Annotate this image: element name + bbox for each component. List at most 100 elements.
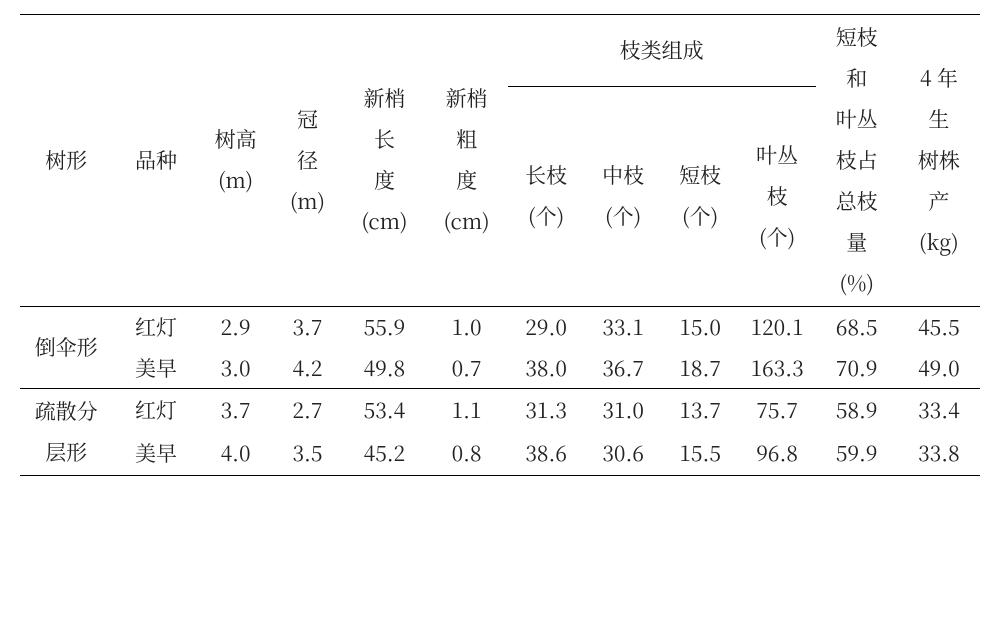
header-pct-l1: 短枝	[816, 17, 898, 58]
cell-value: 45.2	[343, 432, 425, 475]
header-shoot-dia-l3: 度	[426, 160, 508, 201]
header-pct-l7: (%)	[816, 263, 898, 304]
header-long-branch: 长枝 (个)	[508, 87, 585, 307]
header-pct-l5: 总枝	[816, 181, 898, 222]
cell-value: 4.2	[272, 348, 344, 389]
cell-value: 30.6	[585, 432, 662, 475]
header-short-branch: 短枝 (个)	[662, 87, 739, 307]
header-pct-l6: 量	[816, 222, 898, 263]
cell-value: 53.4	[343, 389, 425, 432]
header-crown-l3: (m)	[272, 181, 344, 222]
cell-value: 36.7	[585, 348, 662, 389]
cell-value: 4.0	[200, 432, 272, 475]
header-long-l1: 长枝	[508, 155, 585, 196]
header-branch-group: 枝类组成	[508, 15, 816, 87]
cell-value: 55.9	[343, 306, 425, 347]
cell-value: 33.8	[898, 432, 980, 475]
cell-value: 70.9	[816, 348, 898, 389]
header-crown: 冠 径 (m)	[272, 15, 344, 307]
cell-tree-form-l1: 疏散分	[20, 391, 112, 432]
cell-value: 1.0	[426, 306, 508, 347]
header-pct-l3: 叶丛	[816, 99, 898, 140]
table-row: 疏散分 层形 红灯 3.7 2.7 53.4 1.1 31.3 31.0 13.…	[20, 389, 980, 432]
header-crown-l2: 径	[272, 140, 344, 181]
header-pct-l2: 和	[816, 58, 898, 99]
cell-variety: 美早	[112, 348, 199, 389]
header-yield-l2: 生	[898, 99, 980, 140]
header-short-l2: (个)	[662, 196, 739, 237]
header-cluster-l2: 枝	[739, 176, 816, 217]
cell-value: 1.1	[426, 389, 508, 432]
header-cluster-branch: 叶丛 枝 (个)	[739, 87, 816, 307]
cell-value: 96.8	[739, 432, 816, 475]
cell-value: 38.0	[508, 348, 585, 389]
header-crown-l1: 冠	[272, 99, 344, 140]
cell-value: 58.9	[816, 389, 898, 432]
header-shoot-len-l2: 长	[343, 119, 425, 160]
header-shoot-len-l4: (cm)	[343, 201, 425, 242]
header-cluster-l1: 叶丛	[739, 135, 816, 176]
header-shoot-dia-l4: (cm)	[426, 201, 508, 242]
cell-tree-form: 倒伞形	[20, 306, 112, 389]
header-tree-height: 树高 (m)	[200, 15, 272, 307]
header-pct: 短枝 和 叶丛 枝占 总枝 量 (%)	[816, 15, 898, 307]
table-body: 倒伞形 红灯 2.9 3.7 55.9 1.0 29.0 33.1 15.0 1…	[20, 306, 980, 476]
cell-value: 59.9	[816, 432, 898, 475]
cell-value: 18.7	[662, 348, 739, 389]
cell-value: 120.1	[739, 306, 816, 347]
header-shoot-dia-l1: 新梢	[426, 78, 508, 119]
header-yield: 4 年 生 树株 产 (kg)	[898, 15, 980, 307]
header-shoot-length: 新梢 长 度 (cm)	[343, 15, 425, 307]
cell-value: 3.5	[272, 432, 344, 475]
cell-value: 3.0	[200, 348, 272, 389]
table-row: 美早 4.0 3.5 45.2 0.8 38.6 30.6 15.5 96.8 …	[20, 432, 980, 475]
cell-value: 15.0	[662, 306, 739, 347]
cell-value: 13.7	[662, 389, 739, 432]
cell-value: 0.7	[426, 348, 508, 389]
cell-variety: 红灯	[112, 389, 199, 432]
header-yield-l3: 树株	[898, 140, 980, 181]
cell-variety: 美早	[112, 432, 199, 475]
cell-value: 3.7	[272, 306, 344, 347]
cell-tree-form-l2: 层形	[20, 432, 112, 473]
cell-value: 3.7	[200, 389, 272, 432]
header-yield-l1: 4 年	[898, 58, 980, 99]
header-long-l2: (个)	[508, 196, 585, 237]
header-medium-branch: 中枝 (个)	[585, 87, 662, 307]
cell-value: 75.7	[739, 389, 816, 432]
header-yield-l5: (kg)	[898, 222, 980, 263]
cell-value: 33.4	[898, 389, 980, 432]
cell-value: 68.5	[816, 306, 898, 347]
table-row: 倒伞形 红灯 2.9 3.7 55.9 1.0 29.0 33.1 15.0 1…	[20, 306, 980, 347]
header-pct-l4: 枝占	[816, 140, 898, 181]
header-tree-height-l2: (m)	[200, 160, 272, 201]
data-table: 树形 品种 树高 (m) 冠 径 (m) 新梢 长 度 (cm) 新梢 粗 度 …	[20, 14, 980, 476]
cell-value: 38.6	[508, 432, 585, 475]
header-yield-l4: 产	[898, 181, 980, 222]
cell-value: 2.7	[272, 389, 344, 432]
header-med-l1: 中枝	[585, 155, 662, 196]
header-cluster-l3: (个)	[739, 217, 816, 258]
header-short-l1: 短枝	[662, 155, 739, 196]
cell-value: 15.5	[662, 432, 739, 475]
cell-value: 163.3	[739, 348, 816, 389]
cell-value: 49.0	[898, 348, 980, 389]
header-variety: 品种	[112, 15, 199, 307]
header-shoot-dia-l2: 粗	[426, 119, 508, 160]
cell-tree-form: 疏散分 层形	[20, 389, 112, 476]
cell-variety: 红灯	[112, 306, 199, 347]
header-shoot-diameter: 新梢 粗 度 (cm)	[426, 15, 508, 307]
header-shoot-len-l3: 度	[343, 160, 425, 201]
table-container: 树形 品种 树高 (m) 冠 径 (m) 新梢 长 度 (cm) 新梢 粗 度 …	[0, 0, 1000, 629]
cell-value: 31.3	[508, 389, 585, 432]
table-header: 树形 品种 树高 (m) 冠 径 (m) 新梢 长 度 (cm) 新梢 粗 度 …	[20, 15, 980, 307]
cell-value: 49.8	[343, 348, 425, 389]
cell-value: 29.0	[508, 306, 585, 347]
header-shoot-len-l1: 新梢	[343, 78, 425, 119]
header-tree-form: 树形	[20, 15, 112, 307]
table-row: 美早 3.0 4.2 49.8 0.7 38.0 36.7 18.7 163.3…	[20, 348, 980, 389]
header-tree-height-l1: 树高	[200, 119, 272, 160]
cell-value: 2.9	[200, 306, 272, 347]
cell-value: 33.1	[585, 306, 662, 347]
cell-value: 45.5	[898, 306, 980, 347]
